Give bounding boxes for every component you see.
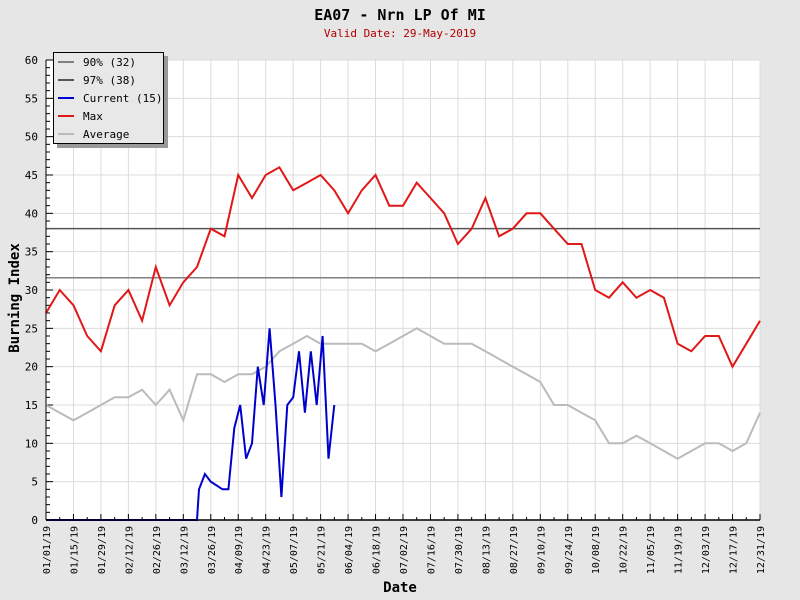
y-tick-label: 20 <box>25 361 38 374</box>
y-tick-label: 10 <box>25 437 38 450</box>
series-line-current <box>46 328 336 521</box>
x-tick-label: 09/10/19 <box>536 526 547 574</box>
legend-swatch <box>58 115 74 117</box>
x-tick-label: 10/08/19 <box>591 526 602 574</box>
x-tick-label: 04/23/19 <box>262 526 273 574</box>
legend-label: 97% (38) <box>83 73 136 87</box>
y-tick-label: 40 <box>25 207 38 220</box>
series-line-max <box>45 165 761 369</box>
legend-swatch <box>58 133 74 135</box>
x-tick-label: 04/09/19 <box>234 526 245 574</box>
x-tick-label: 12/17/19 <box>729 526 740 574</box>
legend-item-max: Max <box>54 107 163 125</box>
y-tick-label: 30 <box>25 284 38 297</box>
x-tick-label: 06/18/19 <box>372 526 383 574</box>
legend-item-average: Average <box>54 125 163 143</box>
x-tick-label: 11/05/19 <box>646 526 657 574</box>
series-line-average <box>45 327 761 460</box>
legend-item-97: 97% (38) <box>54 71 163 89</box>
y-axis-label: Burning Index <box>7 243 23 353</box>
x-tick-label: 12/03/19 <box>701 526 712 574</box>
x-tick-label: 02/26/19 <box>152 526 163 574</box>
x-tick-label: 12/31/19 <box>756 526 767 574</box>
legend-swatch <box>58 61 74 63</box>
x-tick-label: 02/12/19 <box>124 526 135 574</box>
y-tick-label: 25 <box>25 322 38 335</box>
y-tick-label: 60 <box>25 54 38 67</box>
legend-item-current: Current (15) <box>54 89 163 107</box>
x-tick-label: 03/26/19 <box>207 526 218 574</box>
x-tick-label: 07/16/19 <box>426 526 437 574</box>
x-tick-label: 05/21/19 <box>317 526 328 574</box>
legend-label: Average <box>83 127 130 141</box>
x-tick-label: 07/30/19 <box>454 526 465 574</box>
y-tick-label: 15 <box>25 399 38 412</box>
y-tick-label: 0 <box>31 514 38 527</box>
y-tick-label: 35 <box>25 246 38 259</box>
x-tick-label: 08/13/19 <box>481 526 492 574</box>
legend-label: 90% (32) <box>83 55 136 69</box>
y-tick-label: 55 <box>25 92 38 105</box>
x-tick-label: 05/07/19 <box>289 526 300 574</box>
x-tick-label: 01/15/19 <box>69 526 80 574</box>
legend-label: Max <box>83 109 103 123</box>
legend-swatch <box>58 97 74 99</box>
chart-subtitle: Valid Date: 29-May-2019 <box>323 27 477 40</box>
y-tick-label: 45 <box>25 169 38 182</box>
x-tick-label: 06/04/19 <box>344 526 355 574</box>
legend-item-90: 90% (32) <box>54 53 163 71</box>
x-tick-label: 07/02/19 <box>399 526 410 574</box>
y-tick-label: 50 <box>25 131 38 144</box>
legend-swatch <box>58 79 74 81</box>
legend-label: Current (15) <box>83 91 163 105</box>
x-tick-label: 09/24/19 <box>564 526 575 574</box>
x-tick-label: 01/01/19 <box>42 526 53 574</box>
x-tick-label: 01/29/19 <box>97 526 108 574</box>
x-axis-label: Date <box>383 580 417 596</box>
x-tick-label: 03/12/19 <box>179 526 190 574</box>
chart-title: EA07 - Nrn LP Of MI <box>314 6 486 24</box>
y-tick-label: 5 <box>31 476 38 489</box>
legend: 90% (32) 97% (38) Current (15) Max Avera… <box>53 52 164 144</box>
x-tick-label: 08/27/19 <box>509 526 520 574</box>
x-tick-label: 10/22/19 <box>619 526 630 574</box>
x-tick-label: 11/19/19 <box>674 526 685 574</box>
